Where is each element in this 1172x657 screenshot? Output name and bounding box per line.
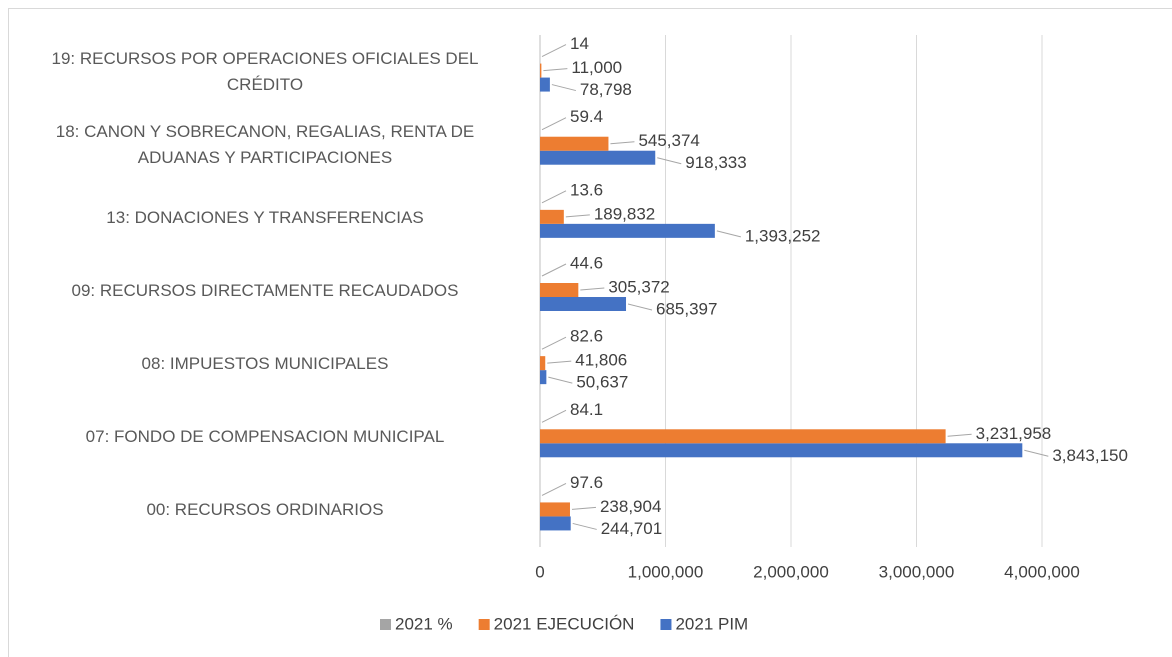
data-label: 3,231,958: [976, 424, 1052, 443]
y-tick-label: 18: CANON Y SOBRECANON, REGALIAS, RENTA …: [55, 121, 475, 167]
leader-line: [610, 141, 635, 145]
leader-line: [541, 336, 567, 350]
legend-swatch: [380, 619, 391, 630]
data-label: 50,637: [576, 373, 628, 392]
bar: [540, 150, 656, 165]
y-tick-label: 00: RECURSOS ORDINARIOS: [146, 500, 384, 520]
x-tick-label: 3,000,000: [879, 562, 955, 581]
x-tick-label: 1,000,000: [628, 562, 704, 581]
data-label: 685,397: [656, 299, 717, 318]
bar: [540, 370, 547, 385]
leader-line: [947, 433, 972, 437]
leader-line: [580, 287, 605, 291]
bar: [540, 356, 546, 371]
legend-label: 2021 PIM: [675, 614, 748, 633]
data-label: 44.6: [570, 253, 603, 272]
chart-border: [8, 8, 1172, 657]
leader-line: [1024, 449, 1049, 457]
data-label: 14: [570, 34, 589, 53]
y-tick-label: 19: RECURSOS POR OPERACIONES OFICIALES D…: [51, 48, 479, 94]
bar: [540, 297, 627, 311]
bar: [540, 63, 542, 78]
bar: [540, 283, 579, 297]
data-label: 3,843,150: [1052, 446, 1128, 465]
data-label: 78,798: [580, 80, 632, 99]
data-label: 189,832: [594, 204, 655, 223]
data-label: 11,000: [571, 58, 622, 77]
data-label: 84.1: [570, 400, 603, 419]
leader-line: [716, 230, 741, 238]
y-tick-label: 08: IMPUESTOS MUNICIPALES: [141, 354, 389, 374]
bar: [540, 223, 715, 238]
bar: [540, 77, 550, 92]
leader-line: [541, 117, 567, 131]
leader-line: [541, 44, 567, 58]
legend-label: 2021 %: [395, 614, 453, 633]
y-tick-label: 13: DONACIONES Y TRANSFERENCIAS: [106, 207, 424, 227]
bar: [540, 136, 609, 151]
x-tick-label: 2,000,000: [753, 562, 829, 581]
data-label: 41,806: [575, 351, 627, 370]
legend-label: 2021 EJECUCIÓN: [494, 614, 635, 633]
leader-line: [572, 522, 597, 530]
bar: [540, 443, 1023, 458]
leader-line: [551, 84, 577, 92]
leader-line: [541, 482, 567, 496]
y-tick-label: 07: FONDO DE COMPENSACION MUNICIPAL: [85, 427, 445, 447]
x-tick-label: 4,000,000: [1004, 562, 1080, 581]
data-label: 244,701: [601, 519, 662, 538]
bar: [540, 516, 571, 531]
leader-line: [541, 190, 567, 204]
leader-line: [548, 376, 573, 384]
data-label: 97.6: [570, 473, 603, 492]
data-label: 238,904: [600, 497, 661, 516]
data-label: 918,333: [685, 153, 746, 172]
data-label: 545,374: [638, 131, 699, 150]
data-label: 59.4: [570, 107, 603, 126]
leader-line: [657, 157, 682, 165]
data-label: 305,372: [608, 277, 669, 296]
data-label: 13.6: [570, 180, 603, 199]
leader-line: [627, 303, 653, 311]
leader-line: [547, 360, 572, 364]
bar: [540, 209, 564, 224]
legend-swatch: [478, 619, 490, 630]
bar: [540, 429, 946, 444]
x-tick-label: 0: [535, 562, 544, 581]
data-label: 1,393,252: [745, 226, 821, 245]
leader-line: [571, 506, 597, 510]
leader-line: [565, 214, 590, 218]
bar: [540, 502, 570, 517]
leader-line: [541, 409, 567, 423]
data-label: 82.6: [570, 327, 603, 346]
legend-swatch: [660, 619, 672, 630]
leader-line: [541, 263, 567, 277]
y-tick-label: 09: RECURSOS DIRECTAMENTE RECAUDADOS: [71, 281, 459, 300]
leader-line: [543, 68, 568, 72]
